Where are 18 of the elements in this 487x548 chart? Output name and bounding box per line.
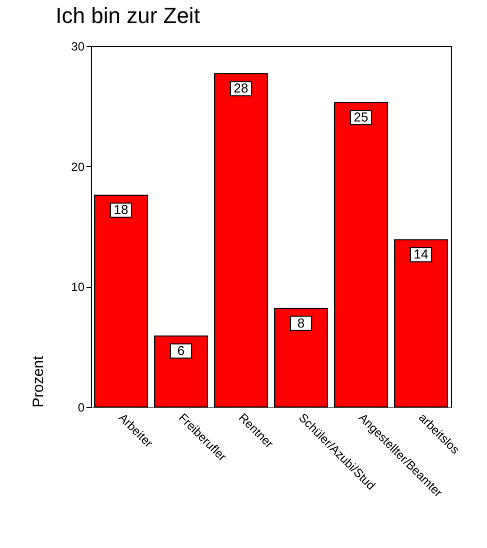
chart-title: Ich bin zur Zeit [56, 3, 200, 28]
bar [334, 102, 388, 408]
y-tick-label: 0 [78, 400, 85, 414]
data-label: 18 [114, 202, 128, 218]
bar [94, 194, 148, 408]
bar [394, 239, 448, 408]
bar [274, 308, 328, 408]
data-label: 28 [234, 80, 248, 96]
y-tick-label: 10 [71, 280, 85, 294]
bar [154, 336, 208, 408]
data-label: 6 [177, 343, 185, 358]
y-axis-title: Prozent [30, 354, 48, 408]
y-tick-label: 30 [71, 40, 85, 54]
data-label: 14 [414, 246, 428, 262]
data-label: 25 [354, 110, 368, 125]
data-label: 8 [297, 315, 305, 330]
y-tick-label: 20 [71, 160, 85, 174]
bar [214, 73, 268, 408]
